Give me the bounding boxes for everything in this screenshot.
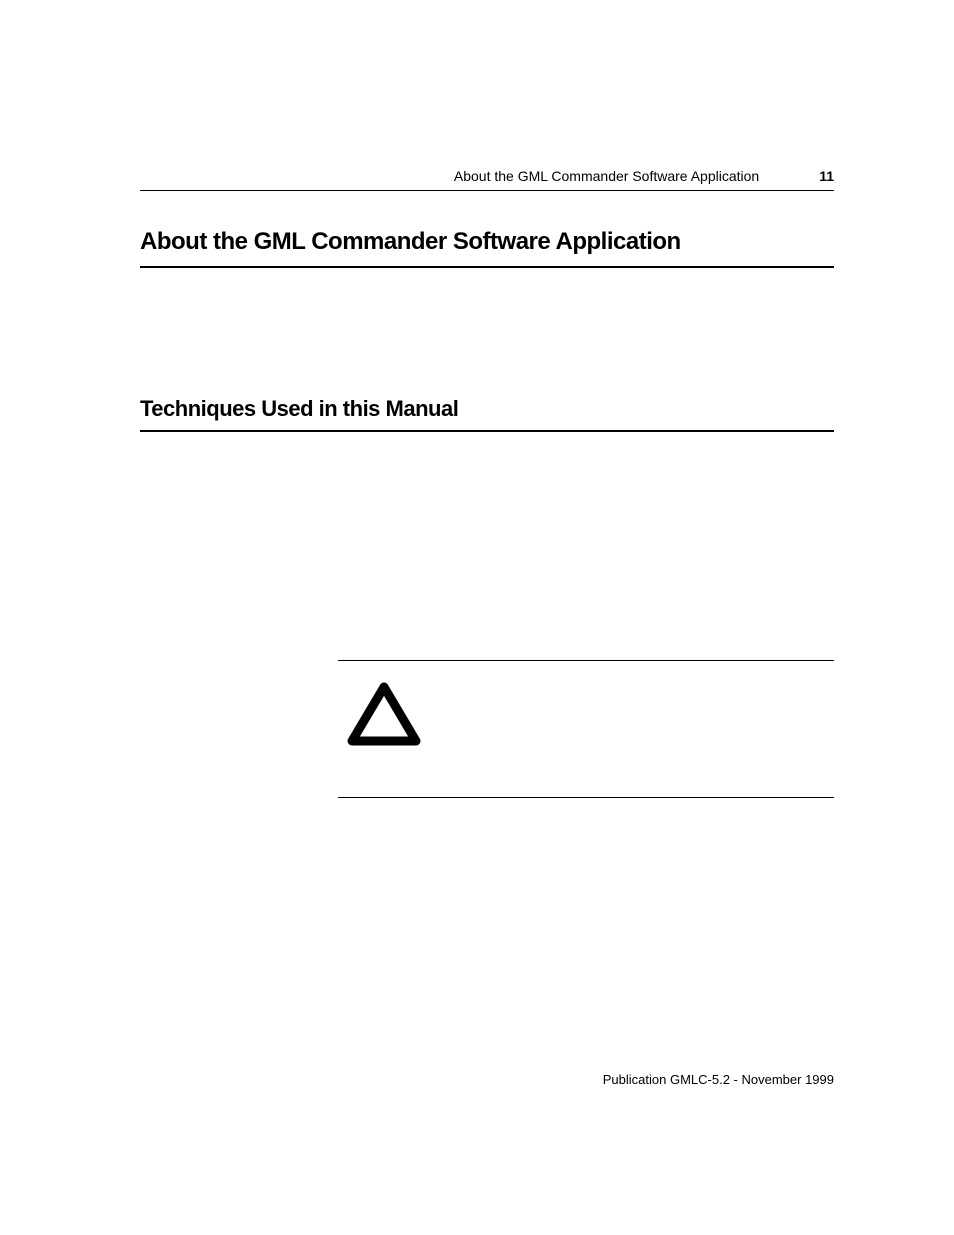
section-heading-about: About the GML Commander Software Applica… <box>140 228 834 268</box>
running-header: About the GML Commander Software Applica… <box>140 168 834 191</box>
attention-triangle-icon <box>346 681 422 752</box>
section-heading-techniques: Techniques Used in this Manual <box>140 396 834 432</box>
page-number: 11 <box>819 168 834 184</box>
attention-callout <box>338 660 834 798</box>
header-title: About the GML Commander Software Applica… <box>454 168 759 184</box>
publication-footer: Publication GMLC-5.2 - November 1999 <box>603 1072 834 1087</box>
